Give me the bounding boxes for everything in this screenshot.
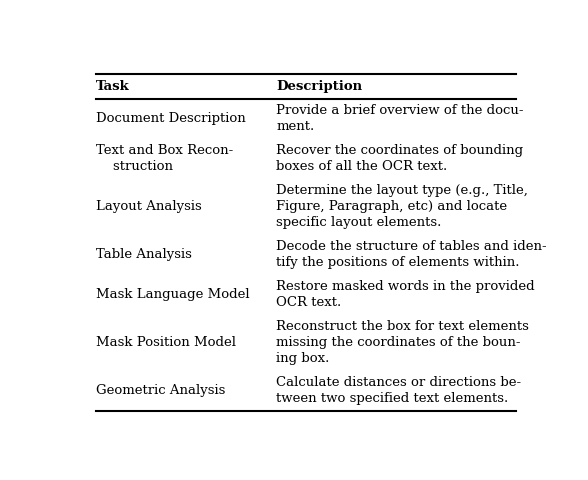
Text: Provide a brief overview of the docu-: Provide a brief overview of the docu- bbox=[276, 104, 524, 117]
Text: tween two specified text elements.: tween two specified text elements. bbox=[276, 392, 509, 405]
Text: Document Description: Document Description bbox=[96, 112, 246, 125]
Text: boxes of all the OCR text.: boxes of all the OCR text. bbox=[276, 160, 447, 173]
Text: Table Analysis: Table Analysis bbox=[96, 248, 192, 261]
Text: ing box.: ing box. bbox=[276, 352, 330, 365]
Text: Text and Box Recon-: Text and Box Recon- bbox=[96, 144, 233, 157]
Text: Decode the structure of tables and iden-: Decode the structure of tables and iden- bbox=[276, 240, 547, 253]
Text: Mask Language Model: Mask Language Model bbox=[96, 288, 250, 301]
Text: Geometric Analysis: Geometric Analysis bbox=[96, 384, 226, 397]
Text: Recover the coordinates of bounding: Recover the coordinates of bounding bbox=[276, 144, 523, 157]
Text: OCR text.: OCR text. bbox=[276, 296, 342, 309]
Text: struction: struction bbox=[96, 160, 173, 173]
Text: Calculate distances or directions be-: Calculate distances or directions be- bbox=[276, 376, 522, 389]
Text: Task: Task bbox=[96, 80, 130, 93]
Text: Determine the layout type (e.g., Title,: Determine the layout type (e.g., Title, bbox=[276, 184, 528, 197]
Text: Reconstruct the box for text elements: Reconstruct the box for text elements bbox=[276, 320, 529, 334]
Text: specific layout elements.: specific layout elements. bbox=[276, 216, 442, 229]
Text: Description: Description bbox=[276, 80, 362, 93]
Text: Mask Position Model: Mask Position Model bbox=[96, 336, 236, 349]
Text: Figure, Paragraph, etc) and locate: Figure, Paragraph, etc) and locate bbox=[276, 200, 507, 213]
Text: Layout Analysis: Layout Analysis bbox=[96, 200, 202, 213]
Text: Restore masked words in the provided: Restore masked words in the provided bbox=[276, 280, 535, 293]
Text: missing the coordinates of the boun-: missing the coordinates of the boun- bbox=[276, 336, 521, 349]
Text: ment.: ment. bbox=[276, 120, 315, 133]
Text: tify the positions of elements within.: tify the positions of elements within. bbox=[276, 256, 520, 269]
